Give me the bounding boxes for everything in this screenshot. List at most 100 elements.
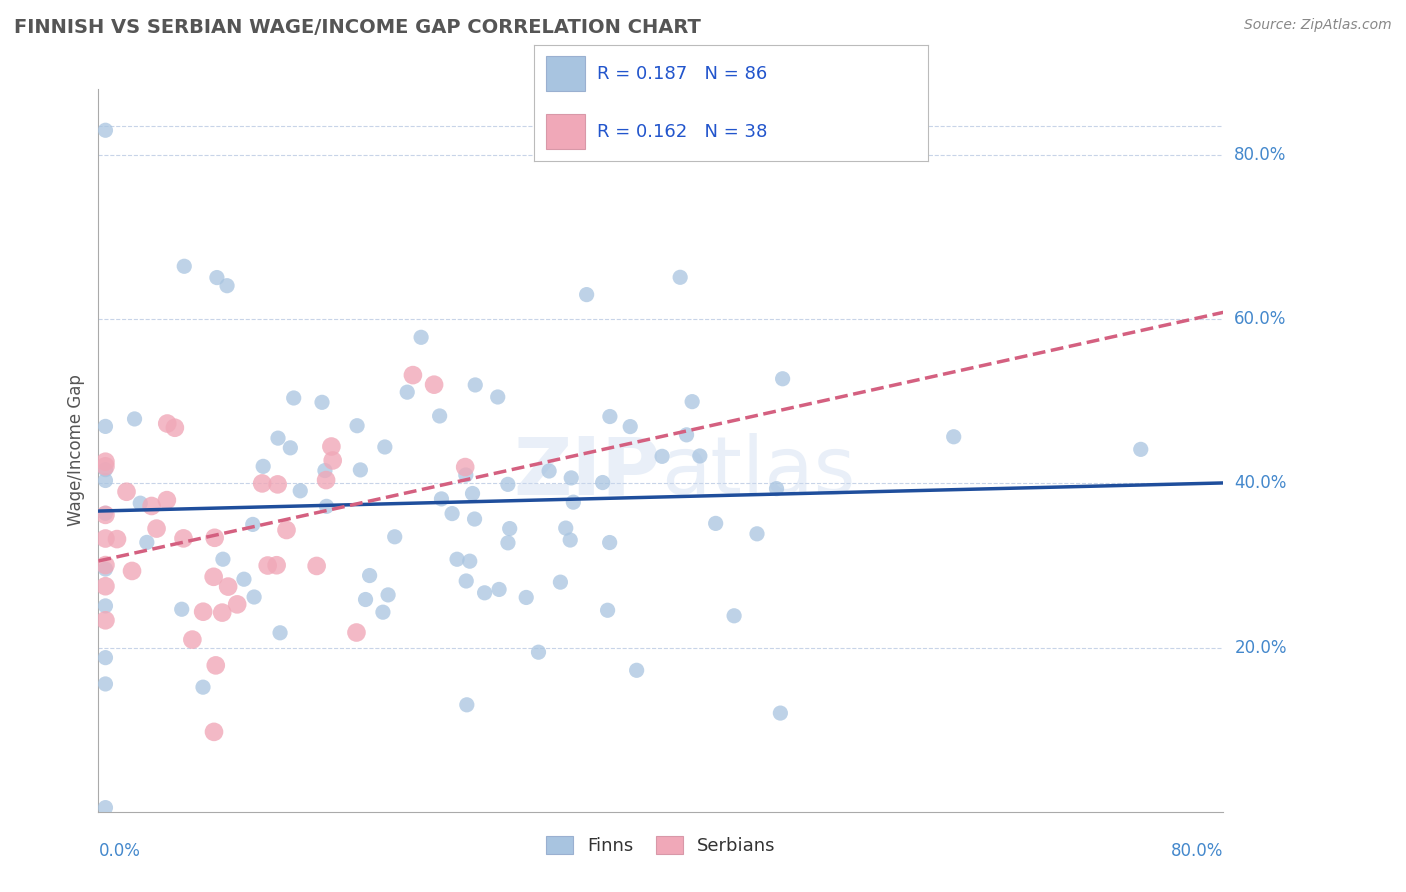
Text: 0.0%: 0.0% — [98, 842, 141, 860]
Point — [202, 724, 225, 739]
Point — [94, 650, 117, 665]
Point — [94, 613, 117, 627]
Point — [226, 598, 249, 612]
Point — [94, 459, 117, 474]
Point — [94, 455, 117, 469]
Point — [94, 419, 117, 434]
Point — [94, 558, 117, 573]
Point — [314, 464, 336, 478]
Legend: Finns, Serbians: Finns, Serbians — [537, 827, 785, 864]
Point — [267, 431, 290, 445]
Point — [243, 590, 266, 604]
Point — [94, 508, 117, 522]
Point — [173, 260, 195, 274]
Text: 80.0%: 80.0% — [1171, 842, 1223, 860]
Point — [464, 512, 486, 526]
Text: 80.0%: 80.0% — [1234, 146, 1286, 164]
Point — [464, 378, 486, 392]
Point — [704, 516, 727, 531]
Point — [560, 471, 582, 485]
Point — [280, 441, 302, 455]
Point — [124, 412, 146, 426]
Point — [191, 680, 214, 694]
Point — [377, 588, 399, 602]
Point — [135, 535, 157, 549]
Text: Source: ZipAtlas.com: Source: ZipAtlas.com — [1244, 18, 1392, 32]
Point — [256, 558, 278, 573]
Text: 40.0%: 40.0% — [1234, 475, 1286, 492]
Point — [456, 698, 478, 712]
Text: 20.0%: 20.0% — [1234, 639, 1286, 657]
Point — [499, 522, 522, 536]
Point — [456, 574, 478, 588]
Text: R = 0.162   N = 38: R = 0.162 N = 38 — [598, 122, 768, 141]
Point — [769, 706, 792, 720]
Text: R = 0.187   N = 86: R = 0.187 N = 86 — [598, 64, 768, 83]
Point — [94, 579, 117, 593]
Point — [94, 599, 117, 613]
Point — [94, 800, 117, 814]
Text: atlas: atlas — [661, 434, 855, 511]
Point — [441, 507, 464, 521]
Point — [596, 603, 619, 617]
Point — [942, 430, 965, 444]
Point — [411, 330, 433, 344]
Point — [276, 523, 298, 537]
Point — [354, 592, 377, 607]
Point — [765, 482, 787, 496]
Point — [204, 658, 226, 673]
Point — [156, 417, 179, 431]
Point — [423, 377, 446, 392]
Point — [191, 605, 214, 619]
Point — [626, 663, 648, 677]
Point — [461, 486, 484, 500]
Point — [141, 499, 163, 513]
Point — [283, 391, 305, 405]
Point — [266, 477, 288, 491]
Point — [121, 564, 143, 578]
Point — [145, 522, 167, 536]
Point — [384, 530, 406, 544]
Text: ZIP: ZIP — [513, 434, 661, 511]
Point — [745, 526, 768, 541]
Point — [346, 418, 368, 433]
Point — [402, 368, 425, 383]
Point — [315, 500, 337, 514]
Point — [599, 535, 621, 549]
Point — [322, 453, 344, 467]
Point — [204, 531, 226, 545]
Point — [550, 575, 572, 590]
Point — [374, 440, 396, 454]
Point — [156, 493, 179, 508]
Point — [454, 468, 477, 483]
Point — [458, 554, 481, 568]
Point — [554, 521, 576, 535]
Point — [250, 476, 273, 491]
Bar — [546, 56, 585, 91]
Point — [1129, 442, 1152, 457]
Point — [599, 409, 621, 424]
Point — [651, 450, 673, 464]
Point — [454, 460, 477, 475]
Point — [94, 474, 117, 488]
Point — [305, 558, 328, 573]
Point — [202, 570, 225, 584]
Point — [723, 608, 745, 623]
Point — [496, 477, 519, 491]
Point — [486, 390, 509, 404]
Text: 60.0%: 60.0% — [1234, 310, 1286, 328]
Point — [560, 533, 582, 547]
Point — [575, 287, 598, 301]
Point — [592, 475, 614, 490]
Point — [315, 473, 337, 487]
Point — [94, 562, 117, 576]
Point — [496, 536, 519, 550]
Point — [105, 532, 128, 546]
Point — [94, 677, 117, 691]
Point — [538, 464, 561, 478]
Point — [346, 625, 368, 640]
Point — [359, 568, 381, 582]
Point — [115, 484, 138, 499]
Point — [211, 606, 233, 620]
Point — [252, 459, 274, 474]
